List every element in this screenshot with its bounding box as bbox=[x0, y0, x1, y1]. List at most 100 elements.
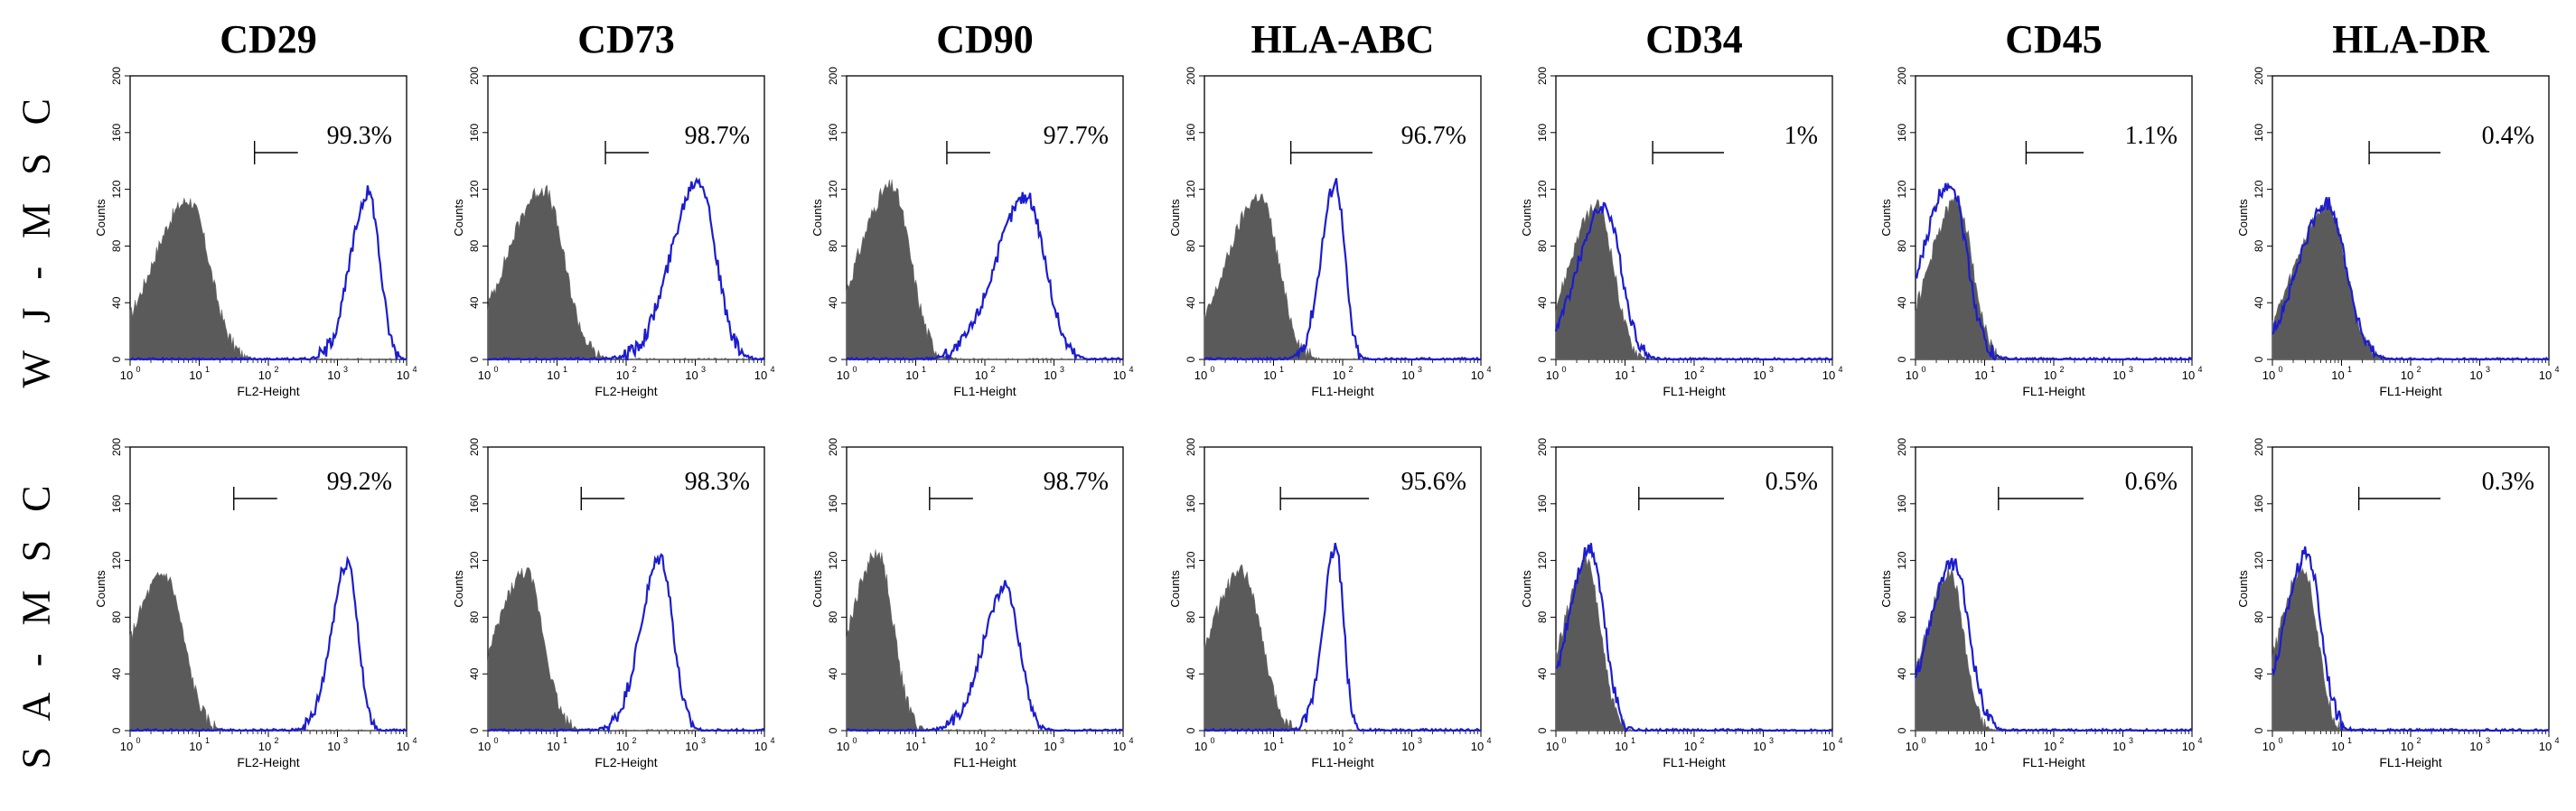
x-tick-label: 10 bbox=[1822, 740, 1835, 753]
x-tick-exponent: 3 bbox=[1418, 365, 1422, 374]
x-tick-label: 10 bbox=[1044, 740, 1056, 753]
y-tick-label: 80 bbox=[1896, 239, 1908, 252]
y-tick-label: 120 bbox=[1185, 551, 1197, 569]
x-tick-label: 10 bbox=[1615, 740, 1627, 753]
x-tick-label: 10 bbox=[189, 740, 201, 753]
y-tick-label: 40 bbox=[2253, 667, 2265, 680]
x-tick-label: 10 bbox=[685, 740, 698, 753]
x-tick-exponent: 3 bbox=[2129, 736, 2133, 745]
x-axis-label: FL1-Height bbox=[2379, 384, 2441, 398]
percent-positive-label: 1.1% bbox=[2125, 122, 2178, 150]
x-tick-exponent: 4 bbox=[2554, 736, 2559, 745]
x-tick-exponent: 2 bbox=[632, 736, 636, 745]
x-tick-exponent: 1 bbox=[1279, 365, 1284, 374]
x-tick-exponent: 0 bbox=[493, 365, 498, 374]
x-tick-exponent: 2 bbox=[2416, 365, 2421, 374]
column-title-cd29: CD29 bbox=[220, 17, 317, 61]
isotype-control-histogram bbox=[129, 571, 407, 732]
x-tick-exponent: 2 bbox=[1700, 365, 1704, 374]
y-tick-label: 160 bbox=[468, 494, 481, 512]
y-tick-label: 80 bbox=[1185, 239, 1197, 252]
isotype-control-histogram bbox=[129, 198, 407, 360]
y-tick-label: 160 bbox=[2253, 494, 2265, 512]
sample-histogram bbox=[1554, 201, 1833, 361]
x-tick-exponent: 1 bbox=[205, 736, 210, 745]
x-tick-exponent: 0 bbox=[2278, 365, 2282, 374]
x-tick-label: 10 bbox=[547, 740, 559, 753]
x-tick-label: 10 bbox=[1194, 368, 1207, 382]
percent-positive-label: 95.6% bbox=[1401, 468, 1466, 496]
x-tick-exponent: 0 bbox=[493, 736, 498, 745]
x-tick-exponent: 0 bbox=[852, 365, 857, 374]
x-tick-label: 10 bbox=[1194, 740, 1207, 753]
x-tick-exponent: 2 bbox=[632, 365, 636, 374]
x-tick-exponent: 4 bbox=[1838, 736, 1842, 745]
y-tick-label: 160 bbox=[1896, 123, 1908, 141]
x-tick-label: 10 bbox=[327, 368, 340, 382]
y-tick-label: 40 bbox=[1896, 667, 1908, 680]
y-tick-label: 80 bbox=[1536, 239, 1549, 252]
x-tick-label: 10 bbox=[547, 368, 559, 382]
y-tick-label: 160 bbox=[1185, 123, 1197, 141]
sample-histogram bbox=[1555, 543, 1833, 733]
y-tick-label: 80 bbox=[827, 239, 839, 252]
x-tick-exponent: 1 bbox=[922, 365, 926, 374]
x-tick-label: 10 bbox=[1113, 368, 1126, 382]
y-tick-label: 160 bbox=[827, 123, 839, 141]
y-tick-label: 200 bbox=[827, 438, 839, 456]
y-tick-label: 0 bbox=[1536, 356, 1549, 362]
percent-positive-label: 0.4% bbox=[2482, 122, 2534, 150]
x-tick-exponent: 0 bbox=[1210, 736, 1214, 745]
column-title-cd73: CD73 bbox=[577, 17, 675, 61]
x-tick-label: 10 bbox=[1333, 368, 1345, 382]
sample-histogram bbox=[1204, 542, 1481, 732]
y-tick-label: 160 bbox=[827, 494, 839, 512]
x-tick-label: 10 bbox=[2539, 740, 2552, 753]
x-tick-label: 10 bbox=[2182, 740, 2195, 753]
y-axis-label: Counts bbox=[452, 570, 465, 608]
y-tick-label: 200 bbox=[468, 67, 481, 85]
x-tick-exponent: 4 bbox=[770, 736, 774, 745]
x-tick-exponent: 3 bbox=[2486, 736, 2490, 745]
x-tick-exponent: 4 bbox=[2197, 365, 2202, 374]
column-title-hla-dr: HLA-DR bbox=[2332, 17, 2489, 61]
isotype-control-histogram bbox=[846, 179, 1123, 360]
x-tick-label: 10 bbox=[1263, 740, 1276, 753]
y-tick-label: 120 bbox=[1536, 180, 1549, 198]
y-tick-label: 0 bbox=[827, 727, 839, 733]
x-tick-exponent: 0 bbox=[1210, 365, 1214, 374]
x-tick-exponent: 2 bbox=[1700, 736, 1704, 745]
x-tick-exponent: 4 bbox=[2197, 736, 2202, 745]
isotype-control-histogram bbox=[2272, 562, 2550, 732]
y-tick-label: 120 bbox=[110, 180, 123, 198]
y-tick-label: 120 bbox=[468, 551, 481, 569]
x-tick-label: 10 bbox=[258, 740, 271, 753]
x-tick-label: 10 bbox=[327, 740, 340, 753]
percent-positive-label: 99.3% bbox=[327, 122, 392, 150]
x-tick-label: 10 bbox=[1684, 368, 1697, 382]
y-tick-label: 40 bbox=[827, 296, 839, 309]
x-tick-exponent: 4 bbox=[1129, 736, 1133, 745]
y-axis-label: Counts bbox=[1520, 199, 1533, 237]
x-tick-exponent: 1 bbox=[922, 736, 926, 745]
percent-positive-label: 0.3% bbox=[2482, 468, 2534, 496]
y-tick-label: 0 bbox=[2253, 727, 2265, 733]
sample-histogram bbox=[1914, 557, 2193, 732]
column-title-cd45: CD45 bbox=[2005, 17, 2103, 61]
x-tick-exponent: 0 bbox=[1921, 736, 1925, 745]
x-tick-exponent: 3 bbox=[2486, 365, 2490, 374]
percent-positive-label: 0.5% bbox=[1766, 468, 1818, 496]
column-title-cd90: CD90 bbox=[936, 17, 1034, 61]
x-tick-label: 10 bbox=[1401, 740, 1414, 753]
x-tick-label: 10 bbox=[1753, 368, 1766, 382]
x-tick-label: 10 bbox=[397, 368, 409, 382]
x-tick-label: 10 bbox=[1044, 368, 1056, 382]
x-tick-label: 10 bbox=[1113, 740, 1126, 753]
y-tick-label: 200 bbox=[1185, 438, 1197, 456]
